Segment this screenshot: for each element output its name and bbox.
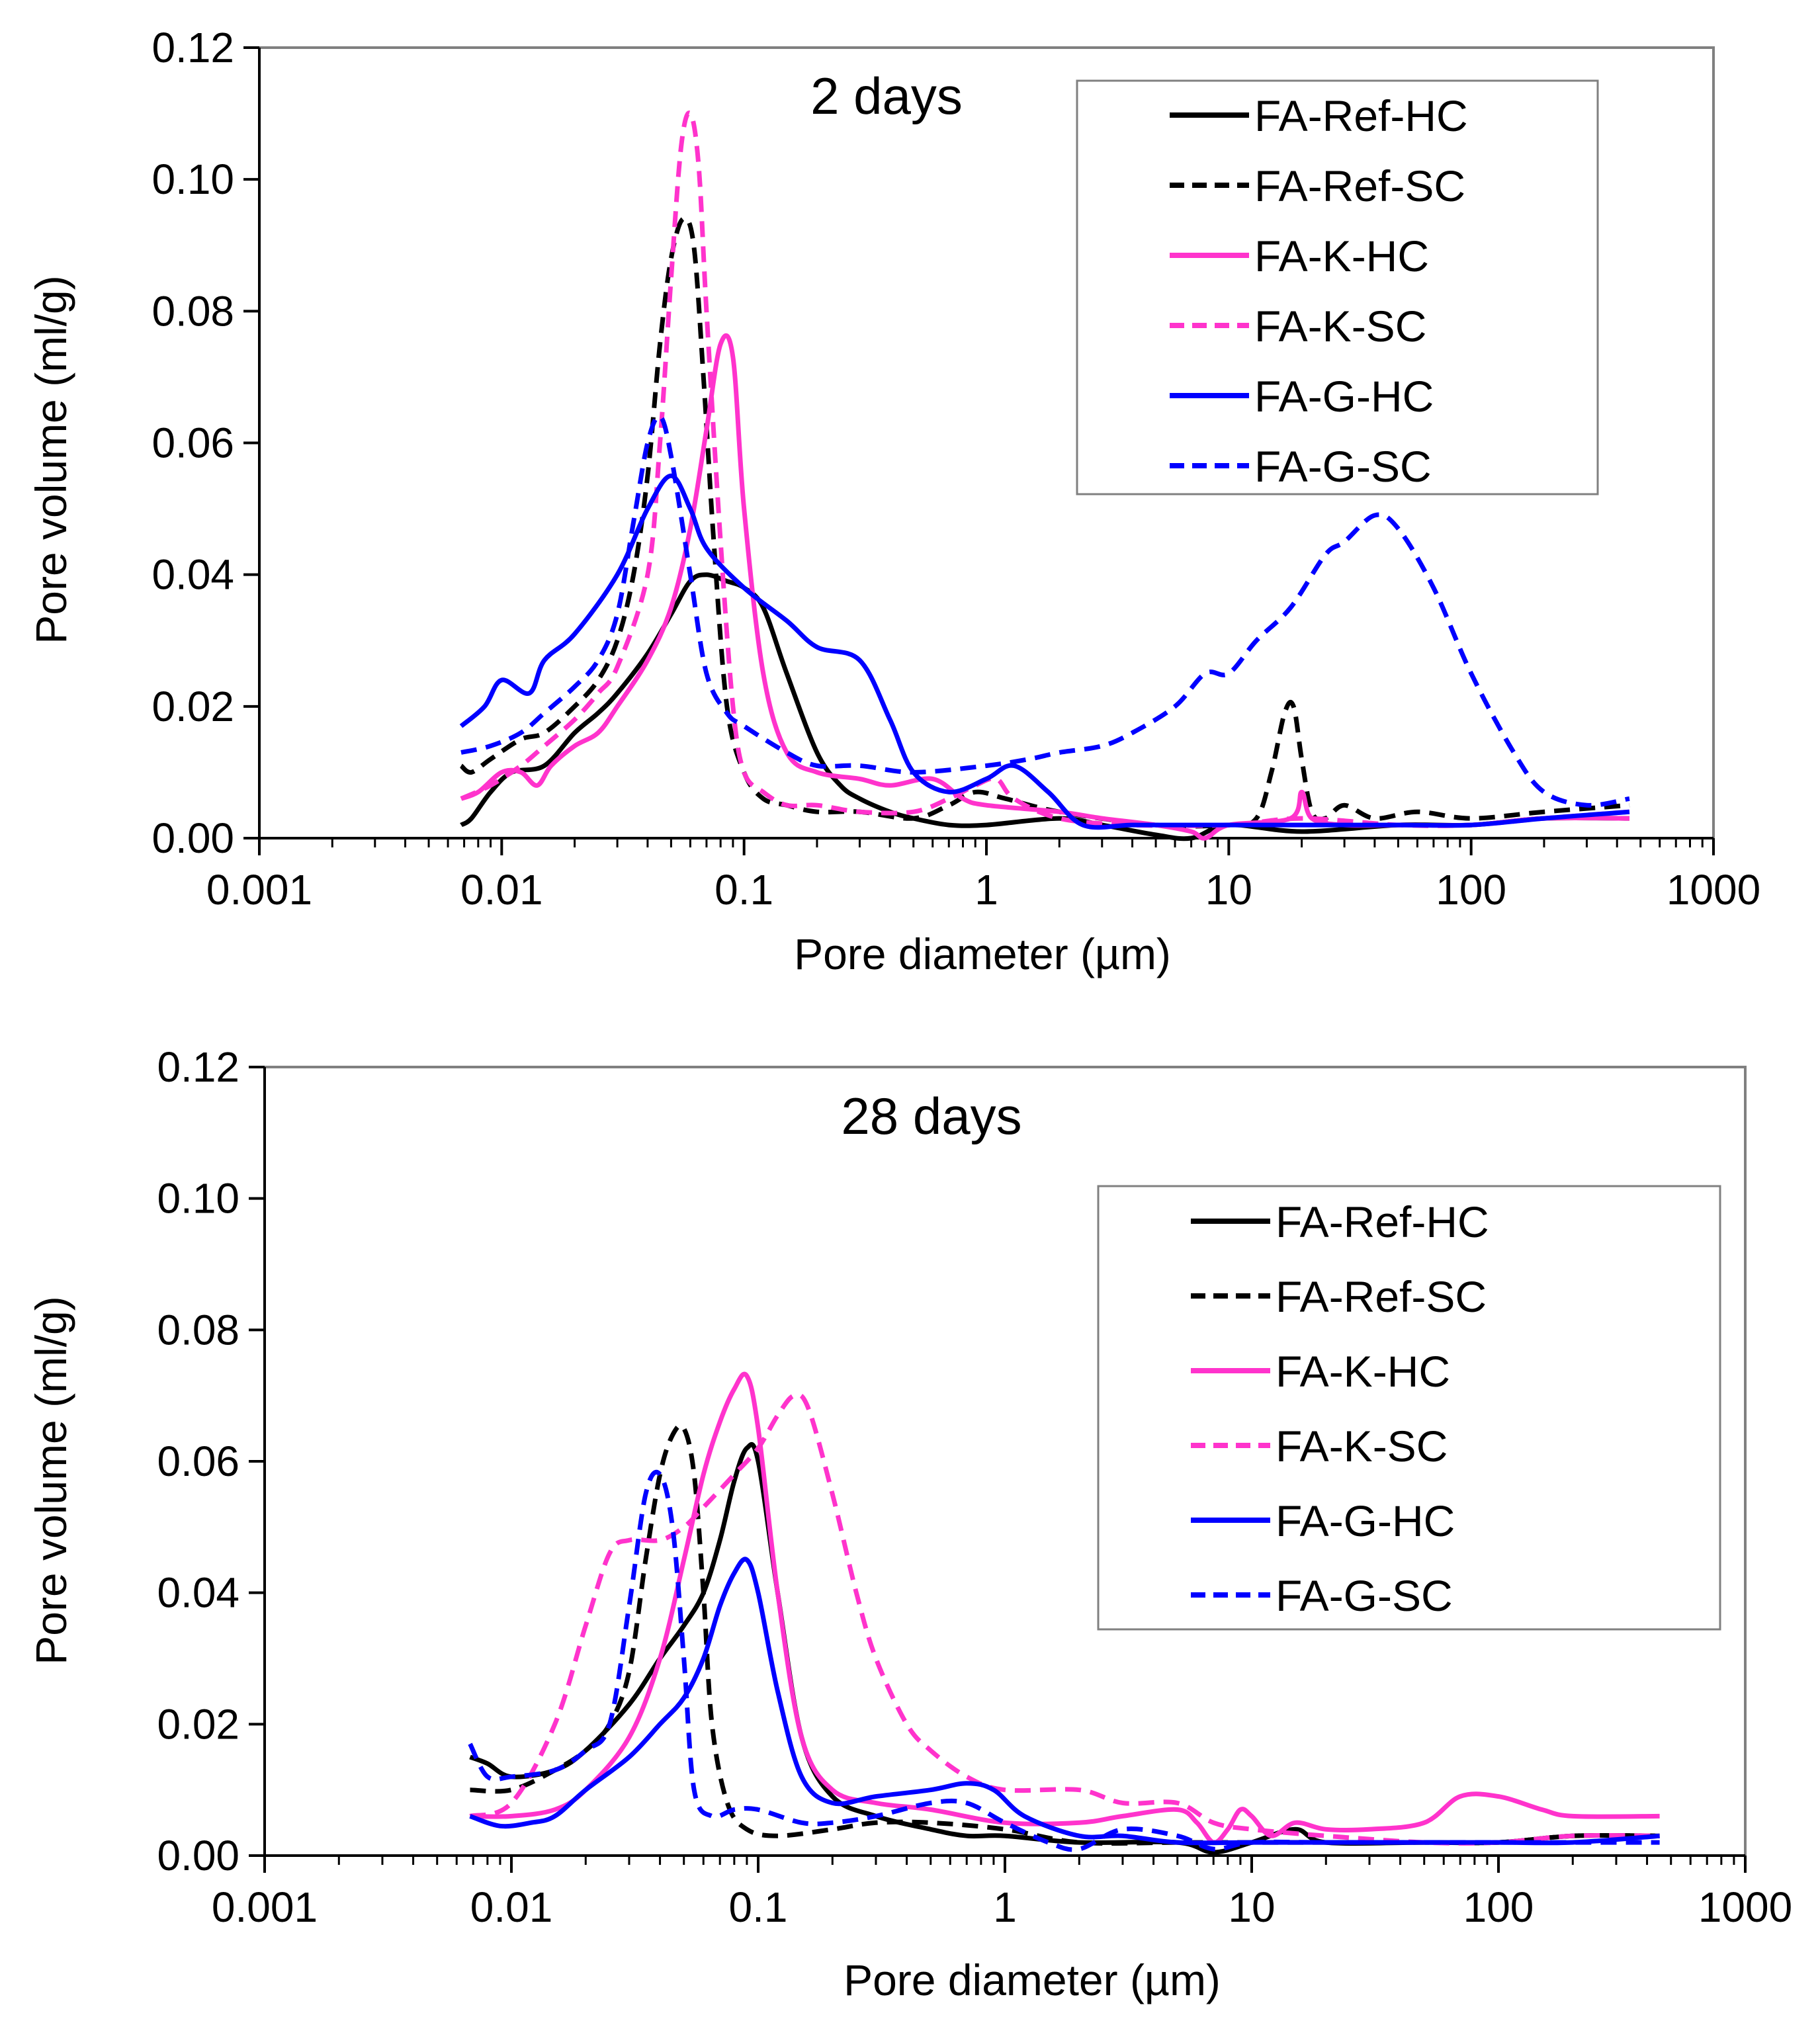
series-line-fa-ref-sc (459, 216, 1630, 829)
y-tick-label: 0.06 (157, 1438, 239, 1485)
y-tick-label: 0.04 (152, 551, 234, 599)
panel-title: 2 days (810, 67, 963, 125)
x-tick-label: 1000 (1667, 866, 1760, 914)
series-line-fa-g-sc (460, 413, 1630, 808)
y-tick-label: 0.02 (157, 1700, 239, 1748)
series-line-fa-ref-hc (460, 572, 1630, 841)
series-lines (468, 1371, 1660, 1855)
legend-label: FA-K-HC (1254, 232, 1429, 280)
legend-label: FA-G-SC (1276, 1571, 1453, 1620)
x-tick-label: 0.1 (729, 1883, 788, 1931)
y-tick-label: 0.12 (157, 1043, 239, 1091)
y-tick-label: 0.06 (152, 419, 234, 467)
y-tick-label: 0.12 (152, 24, 234, 71)
x-tick-label: 100 (1436, 866, 1506, 914)
plot-area: 0.001 0.01 0.1 1 10 100 1000 0.00 0.02 0.04 0.06 0.… (157, 1043, 1792, 1931)
legend-label: FA-K-SC (1254, 302, 1426, 351)
x-tick-label: 0.01 (460, 866, 543, 914)
y-axis-title: Pore volume (ml/g) (26, 275, 75, 644)
x-tick-label: 100 (1463, 1883, 1534, 1931)
x-tick-label: 0.01 (470, 1883, 553, 1931)
legend: FA-Ref-HC FA-Ref-SC FA-K-HC FA-K-SC FA-G-HC F… (1076, 79, 1599, 495)
x-tick-label: 1 (975, 866, 998, 914)
x-tick-label: 1000 (1698, 1883, 1792, 1931)
legend-label: FA-K-HC (1276, 1347, 1450, 1396)
y-tick-label: 0.00 (157, 1832, 239, 1879)
x-tick-label: 0.001 (206, 866, 312, 914)
y-tick-label: 0.08 (157, 1306, 239, 1353)
legend-label: FA-G-HC (1276, 1496, 1455, 1545)
legend-label: FA-G-HC (1254, 372, 1434, 421)
series-line-fa-g-hc (459, 473, 1630, 830)
legend-label: FA-K-SC (1276, 1422, 1448, 1471)
panel-2-days: 0.001 0.01 0.1 1 10 100 1000 0.00 0.02 0.04 0.06 0.… (26, 24, 1760, 978)
y-tick-label: 0.00 (152, 814, 234, 862)
x-tick-label: 1 (993, 1883, 1017, 1931)
series-line-fa-k-sc (469, 1393, 1660, 1846)
x-tick-label: 0.001 (212, 1883, 318, 1931)
panel-title: 28 days (841, 1087, 1021, 1145)
y-tick-label: 0.04 (157, 1569, 239, 1617)
series-lines (459, 110, 1630, 841)
y-tick-label: 0.10 (157, 1175, 239, 1223)
legend-box (1076, 79, 1599, 495)
series-line-fa-k-hc (460, 333, 1630, 841)
y-tick-label: 0.08 (152, 287, 234, 335)
x-tick-label: 0.1 (715, 866, 773, 914)
y-axis-title: Pore volume (ml/g) (26, 1296, 75, 1665)
series-line-fa-g-sc (468, 1469, 1660, 1852)
y-tick-label: 0.02 (152, 683, 234, 730)
x-axis-title: Pore diameter (µm) (794, 929, 1171, 978)
panel-28-days: 0.001 0.01 0.1 1 10 100 1000 0.00 0.02 0.04 0.06 0.… (26, 1043, 1792, 2004)
x-axis-title: Pore diameter (µm) (844, 1955, 1221, 2004)
legend-label: FA-G-SC (1254, 442, 1432, 491)
y-tick-label: 0.10 (152, 155, 234, 203)
legend-label: FA-Ref-SC (1276, 1272, 1487, 1321)
legend-box (1097, 1185, 1721, 1631)
legend-label: FA-Ref-SC (1254, 161, 1465, 210)
plot-area: 0.001 0.01 0.1 1 10 100 1000 0.00 0.02 0.04 0.06 0.… (152, 24, 1760, 914)
x-tick-label: 10 (1205, 866, 1252, 914)
legend: FA-Ref-HC FA-Ref-SC FA-K-HC FA-K-SC FA-G-HC F… (1097, 1185, 1721, 1631)
x-tick-label: 10 (1228, 1883, 1275, 1931)
legend-label: FA-Ref-HC (1276, 1197, 1489, 1246)
legend-label: FA-Ref-HC (1254, 91, 1468, 140)
